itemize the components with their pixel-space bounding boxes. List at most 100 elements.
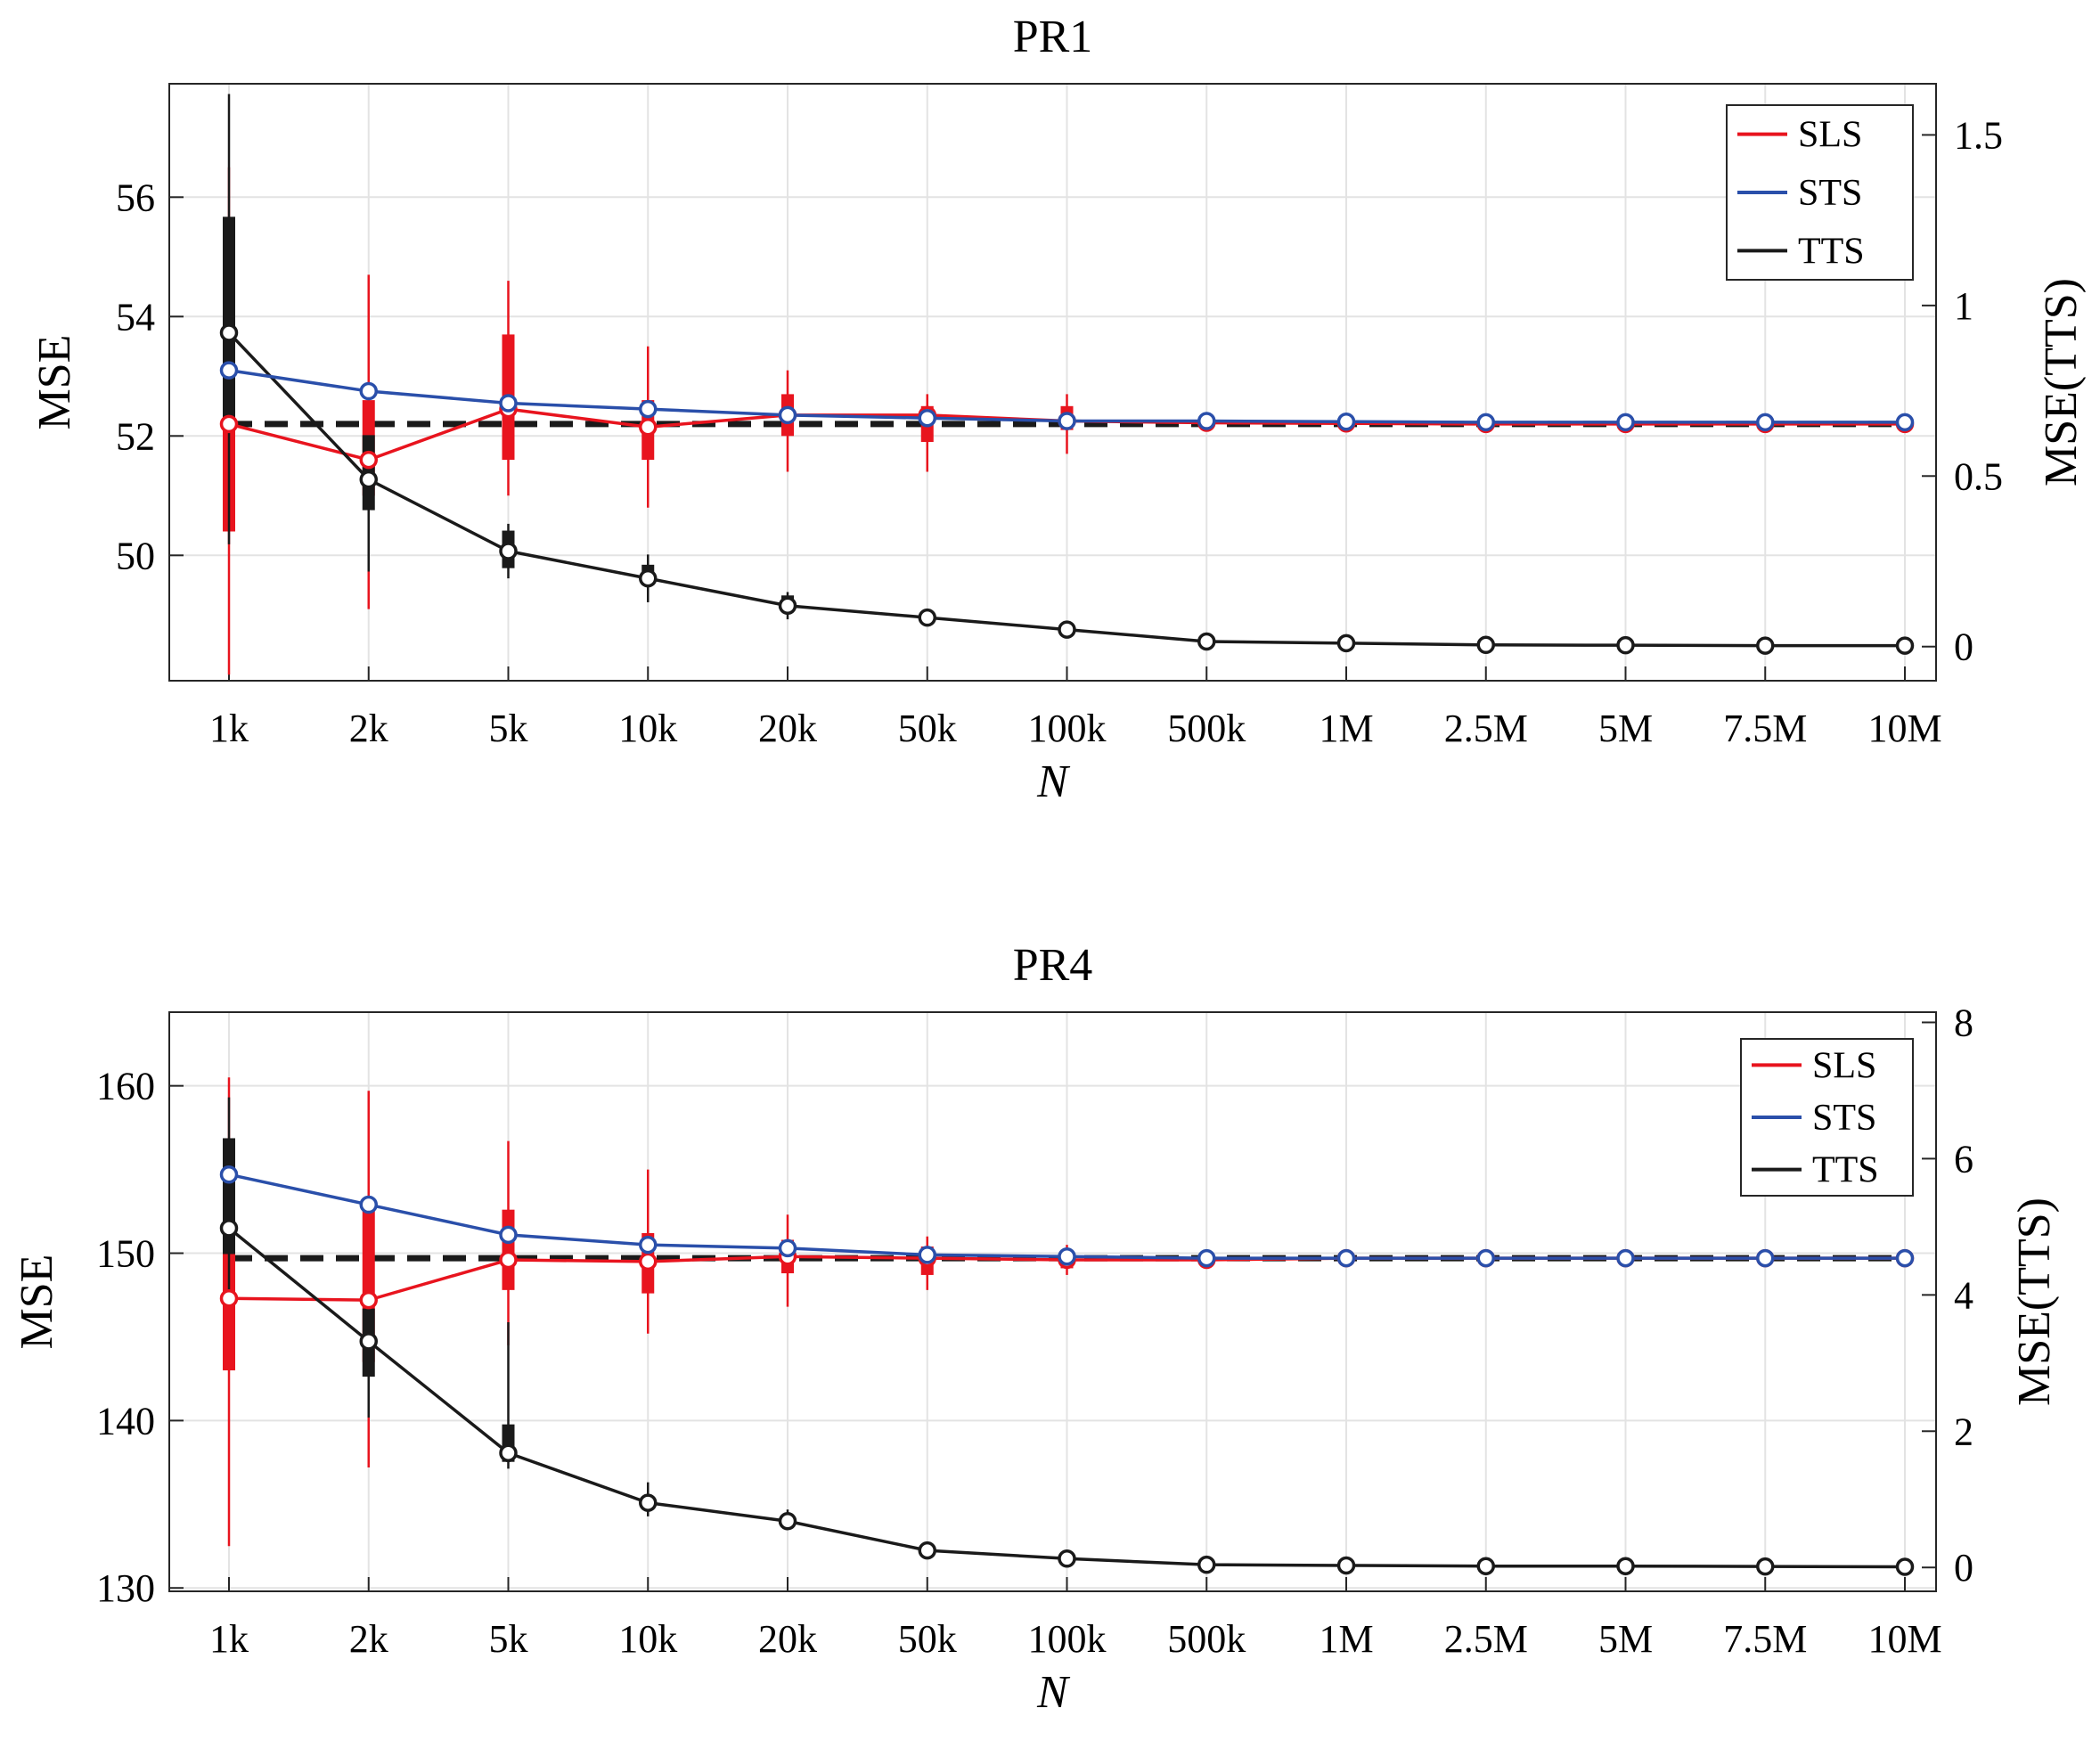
- sts-marker: [219, 1165, 239, 1184]
- x-tick-label: 2.5M: [1444, 707, 1528, 750]
- y-right-tick-label: 1.5: [1954, 113, 2003, 157]
- sts-marker: [1616, 413, 1635, 432]
- x-tick-label: 1M: [1319, 707, 1373, 750]
- sts-marker: [1197, 1248, 1216, 1268]
- sls-marker: [639, 418, 658, 437]
- y-tick-label: 140: [96, 1399, 155, 1443]
- sls-marker: [639, 1252, 658, 1271]
- x-tick-label: 20k: [758, 707, 817, 750]
- sts-marker: [219, 361, 239, 380]
- tts-marker: [778, 1511, 797, 1531]
- sls-legend-label: SLS: [1812, 1045, 1876, 1086]
- sts-marker: [1616, 1248, 1635, 1268]
- sts-marker: [1197, 412, 1216, 430]
- tts-marker: [499, 1443, 518, 1463]
- sts-legend-label: STS: [1812, 1098, 1876, 1139]
- y-right-tick-label: 0.5: [1954, 454, 2003, 498]
- x-tick-label: 500k: [1167, 1617, 1246, 1661]
- tts-marker: [1058, 620, 1076, 639]
- chart-title: PR1: [1013, 12, 1093, 62]
- tts-marker: [219, 1219, 239, 1238]
- x-tick-label: 50k: [898, 707, 957, 750]
- tts-box: [223, 217, 235, 425]
- sts-marker: [918, 408, 936, 428]
- sts-marker: [1058, 1247, 1076, 1266]
- x-tick-label: 5M: [1598, 1617, 1653, 1661]
- y-right-tick-label: 6: [1954, 1137, 1973, 1181]
- sts-marker: [1756, 1248, 1775, 1268]
- sls-legend-label: SLS: [1798, 115, 1862, 156]
- x-tick-label: 2k: [349, 1617, 388, 1661]
- y-right-tick-label: 2: [1954, 1410, 1973, 1453]
- sls-box: [502, 1209, 515, 1290]
- tts-marker: [1336, 1556, 1356, 1575]
- x-tick-label: 1k: [209, 707, 249, 750]
- plot-area-frame: [168, 1011, 1937, 1592]
- x-tick-label: 5k: [489, 1617, 528, 1661]
- sls-marker: [219, 414, 239, 434]
- y-tick-label: 54: [116, 295, 155, 339]
- tts-legend-label: TTS: [1798, 231, 1865, 272]
- tts-marker: [359, 1332, 378, 1351]
- legend: SLS STS TTS: [1726, 104, 1914, 281]
- tts-marker: [359, 470, 378, 489]
- tts-marker: [1895, 636, 1915, 655]
- tts-marker: [1197, 1555, 1216, 1574]
- x-tick-label: 50k: [898, 1617, 957, 1661]
- legend: SLS STS TTS: [1740, 1038, 1914, 1197]
- x-axis-label: N: [1036, 1667, 1071, 1718]
- sts-marker: [639, 399, 658, 419]
- chart-panel-pr1: PR1 50 52 54 56 0 0.5 1 1.5 1k 2k 5k 10k 20k 50k 100k 50…: [29, 12, 2087, 807]
- y-tick-label: 130: [96, 1566, 155, 1610]
- x-tick-label: 1k: [209, 1617, 249, 1661]
- y-right-axis-label: MSE(TTS): [2036, 278, 2087, 486]
- sts-marker: [359, 1195, 378, 1214]
- x-tick-label: 500k: [1167, 707, 1246, 750]
- y-axis-label: MSE: [12, 1255, 62, 1350]
- plot-area-frame: [168, 83, 1937, 682]
- x-tick-label: 7.5M: [1723, 1617, 1807, 1661]
- sts-marker: [1336, 1248, 1356, 1268]
- sts-marker: [1476, 413, 1495, 432]
- y-tick-label: 150: [96, 1232, 155, 1276]
- sts-marker: [1895, 1248, 1915, 1268]
- tts-marker: [1756, 1557, 1775, 1576]
- y-right-tick-label: 0: [1954, 625, 1973, 669]
- sts-marker: [1058, 412, 1076, 430]
- sts-marker: [499, 394, 518, 413]
- sls-marker: [359, 450, 378, 470]
- x-tick-label: 1M: [1319, 1617, 1373, 1661]
- x-tick-label: 10M: [1867, 1617, 1941, 1661]
- sts-marker: [778, 405, 797, 425]
- chart-panel-pr4: PR4 130 140 150 160 0 2 4 6 8 1k 2k 5k 10k 20k 50k 100k 5…: [12, 940, 2060, 1718]
- sts-marker: [499, 1225, 518, 1245]
- y-right-tick-label: 8: [1954, 1001, 1973, 1044]
- x-tick-label: 2.5M: [1444, 1617, 1528, 1661]
- sts-legend-label: STS: [1798, 173, 1862, 214]
- x-tick-label: 10k: [618, 1617, 677, 1661]
- tts-marker: [918, 608, 936, 627]
- chart-title: PR4: [1013, 940, 1093, 991]
- y-right-axis-label: MSE(TTS): [2009, 1197, 2060, 1406]
- sts-marker: [359, 381, 378, 401]
- sts-marker: [1336, 412, 1356, 431]
- sts-marker: [1895, 413, 1915, 432]
- sts-marker: [1756, 413, 1775, 432]
- tts-marker: [219, 323, 239, 342]
- tts-marker: [1476, 635, 1495, 655]
- sls-marker: [499, 1250, 518, 1270]
- tts-marker: [918, 1541, 936, 1560]
- sls-marker: [219, 1288, 239, 1308]
- y-right-tick-label: 4: [1954, 1273, 1973, 1317]
- tts-marker: [1336, 633, 1356, 653]
- tts-marker: [1476, 1557, 1495, 1575]
- tts-marker: [639, 568, 658, 588]
- y-tick-label: 56: [116, 176, 155, 219]
- y-tick-label: 50: [116, 534, 155, 577]
- tts-marker: [1058, 1549, 1076, 1568]
- y-axis-label: MSE: [29, 335, 80, 430]
- sls-marker: [359, 1290, 378, 1310]
- tts-marker: [1756, 636, 1775, 655]
- y-tick-label: 52: [116, 414, 155, 458]
